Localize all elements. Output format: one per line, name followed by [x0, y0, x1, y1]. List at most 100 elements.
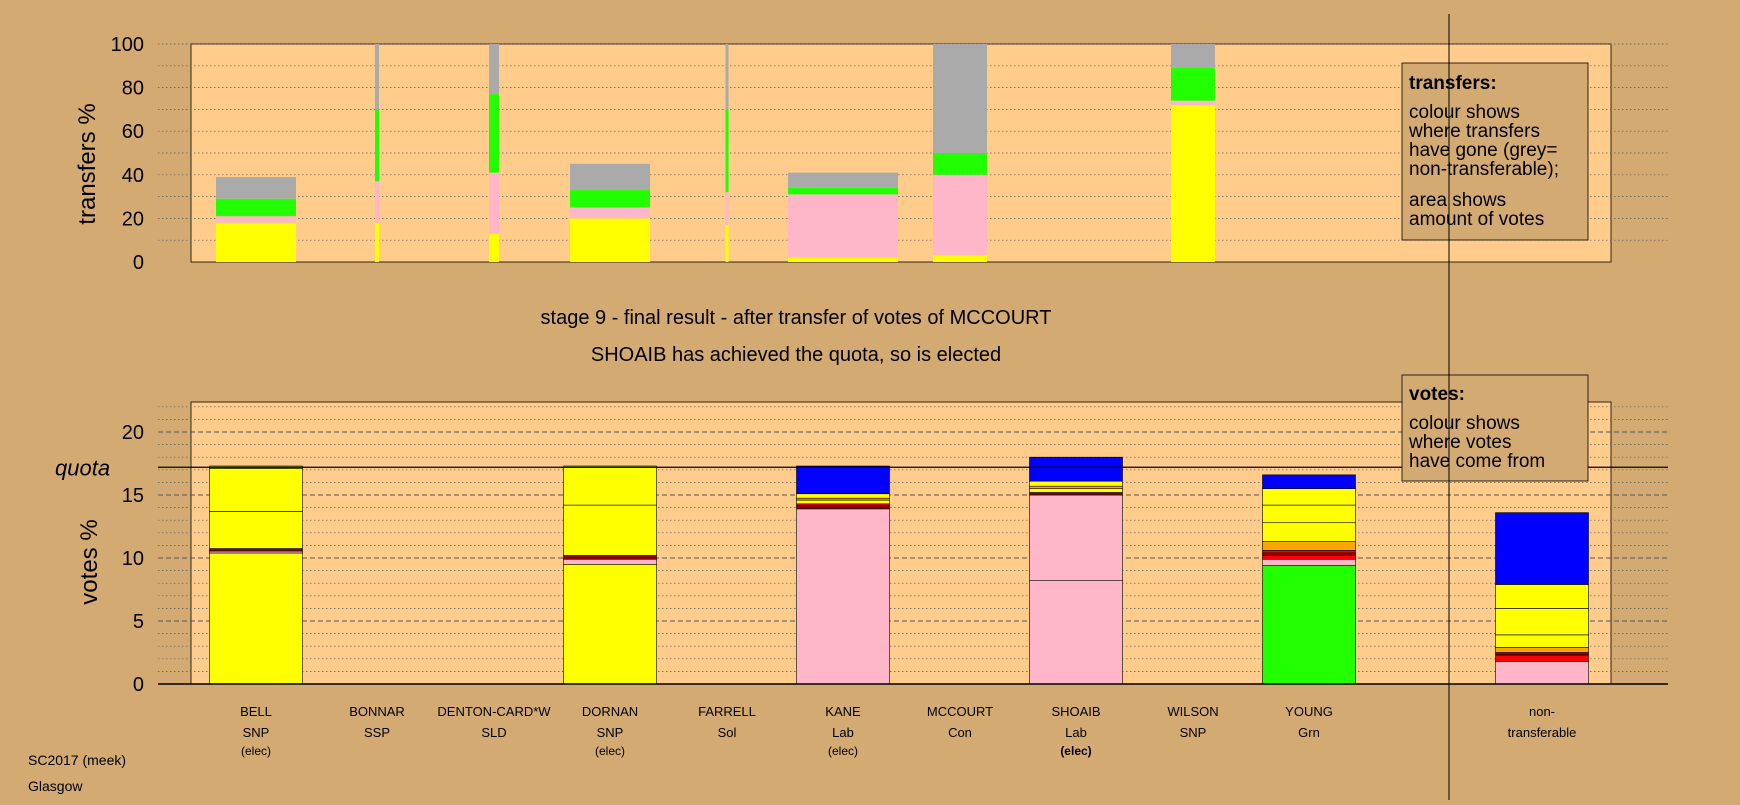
transfers-bar-segment [489, 172, 499, 234]
candidate-status: (elec) [1060, 744, 1091, 758]
votes-bar-segment [209, 468, 303, 512]
candidate-name: BONNAR [349, 704, 405, 719]
votes-bar-segment [1262, 555, 1356, 560]
footer-ward: Glasgow [28, 778, 83, 794]
votes-y-ticks: 0 5 10 15 20 [122, 422, 144, 696]
votes-bar-segment [1029, 494, 1123, 581]
transfers-bar-segment [788, 194, 898, 258]
transfers-bar-segment [489, 44, 499, 95]
transfers-bar-segment [570, 218, 650, 262]
transfers-bar-segment [1171, 100, 1215, 106]
transfers-legend-title: transfers: [1409, 73, 1497, 94]
votes-bar-segment [1495, 584, 1589, 609]
votes-bar-segment [1262, 558, 1356, 566]
transfers-tick-label: 80 [122, 78, 144, 100]
transfers-y-axis-label: transfers % [74, 103, 101, 224]
nontransferable-label-line: non- [1529, 704, 1555, 719]
transfers-bar-segment [375, 109, 379, 182]
votes-legend-line: have come from [1409, 451, 1545, 472]
footer-election: SC2017 (meek) [28, 752, 126, 768]
votes-bar-segment [563, 504, 657, 556]
candidate-status: (elec) [828, 744, 858, 758]
votes-bar-segment [563, 563, 657, 685]
transfers-bar-segment [570, 163, 650, 191]
transfers-bar-segment [489, 233, 499, 262]
candidate-status: (elec) [595, 744, 625, 758]
transfers-bar-segment [216, 198, 296, 217]
candidate-party: Sol [718, 725, 737, 740]
transfers-bar-segment [1171, 67, 1215, 101]
candidate-name: KANE [825, 704, 861, 719]
transfers-bar-segment [725, 192, 729, 225]
transfers-bar-segment [933, 153, 987, 175]
votes-bar-segment [1262, 550, 1356, 554]
votes-legend-line: colour shows [1409, 413, 1520, 434]
votes-bar-segment [1029, 488, 1123, 493]
transfers-bar-segment [375, 44, 379, 110]
candidate-party: SLD [481, 725, 506, 740]
votes-bar-segment [209, 548, 303, 552]
votes-plot-area [190, 401, 1612, 685]
transfers-bar-segment [216, 176, 296, 199]
votes-chart: 0 5 10 15 20 quota votes % [55, 401, 1668, 696]
candidate-party: Con [948, 725, 972, 740]
votes-bar-segment [1262, 541, 1356, 551]
votes-legend-title: votes: [1409, 384, 1465, 405]
transfers-bar-segment [570, 207, 650, 219]
transfers-bar-segment [1171, 44, 1215, 68]
transfers-legend-line: have gone (grey= [1409, 140, 1557, 161]
candidate-label: BONNAR SSP [349, 704, 405, 740]
transfers-bar-segment [788, 172, 898, 188]
candidate-name: DORNAN [582, 704, 638, 719]
transfers-tick-label: 100 [111, 34, 144, 56]
votes-bar-segment [796, 465, 890, 495]
candidate-label: KANE Lab (elec) [825, 704, 861, 758]
transfers-tick-label: 0 [133, 252, 144, 274]
votes-bar-segment [1495, 654, 1589, 662]
votes-bars [209, 456, 1589, 685]
votes-bar-segment [209, 511, 303, 549]
candidate-label: YOUNG Grn [1285, 704, 1333, 740]
votes-bar-segment [1029, 480, 1123, 487]
votes-bar-segment [1029, 580, 1123, 685]
votes-bar-segment [1262, 522, 1356, 542]
transfers-bar-segment [725, 44, 729, 110]
votes-bar-segment [563, 555, 657, 560]
votes-legend-line: where votes [1408, 432, 1511, 453]
transfers-bar-segment [216, 222, 296, 262]
transfers-legend: transfers: colour shows where transfers … [1401, 62, 1589, 241]
votes-legend: votes: colour shows where votes have com… [1401, 374, 1589, 482]
transfers-tick-label: 60 [122, 121, 144, 143]
votes-bar-segment [1262, 565, 1356, 685]
votes-bar-segment [796, 499, 890, 505]
transfers-bar-segment [570, 190, 650, 208]
transfers-legend-line: colour shows [1409, 102, 1520, 123]
transfers-chart: 0 20 40 60 80 100 transfers % [74, 34, 1668, 274]
candidate-label: FARRELL Sol [698, 704, 756, 740]
votes-bar-segment [563, 465, 657, 506]
transfers-legend-line: non-transferable); [1409, 159, 1559, 180]
candidate-party: SSP [364, 725, 390, 740]
votes-bar-segment [1262, 552, 1356, 556]
votes-y-axis-label: votes % [76, 519, 103, 604]
votes-bar-segment [1029, 492, 1123, 496]
candidate-status: (elec) [241, 744, 271, 758]
votes-bar-segment [1029, 485, 1123, 489]
transfers-bar-segment [933, 44, 987, 153]
transfers-legend-box [1401, 62, 1589, 241]
votes-tick-label: 10 [122, 548, 144, 570]
transfers-tick-label: 20 [122, 208, 144, 230]
votes-bar-segment [1495, 634, 1589, 648]
candidate-party: SNP [243, 725, 270, 740]
votes-bar-segment [1495, 647, 1589, 653]
transfers-bar-segment [216, 216, 296, 223]
votes-bar-segment [1495, 661, 1589, 685]
candidate-label: BELL SNP (elec) [240, 704, 272, 758]
candidate-party: Lab [1065, 725, 1087, 740]
transfers-legend-line: area shows [1409, 190, 1506, 211]
votes-bar-segment [1262, 474, 1356, 489]
votes-bar-segment [1262, 488, 1356, 506]
nontransferable-label-line: transferable [1508, 725, 1577, 740]
candidate-party: Grn [1298, 725, 1320, 740]
